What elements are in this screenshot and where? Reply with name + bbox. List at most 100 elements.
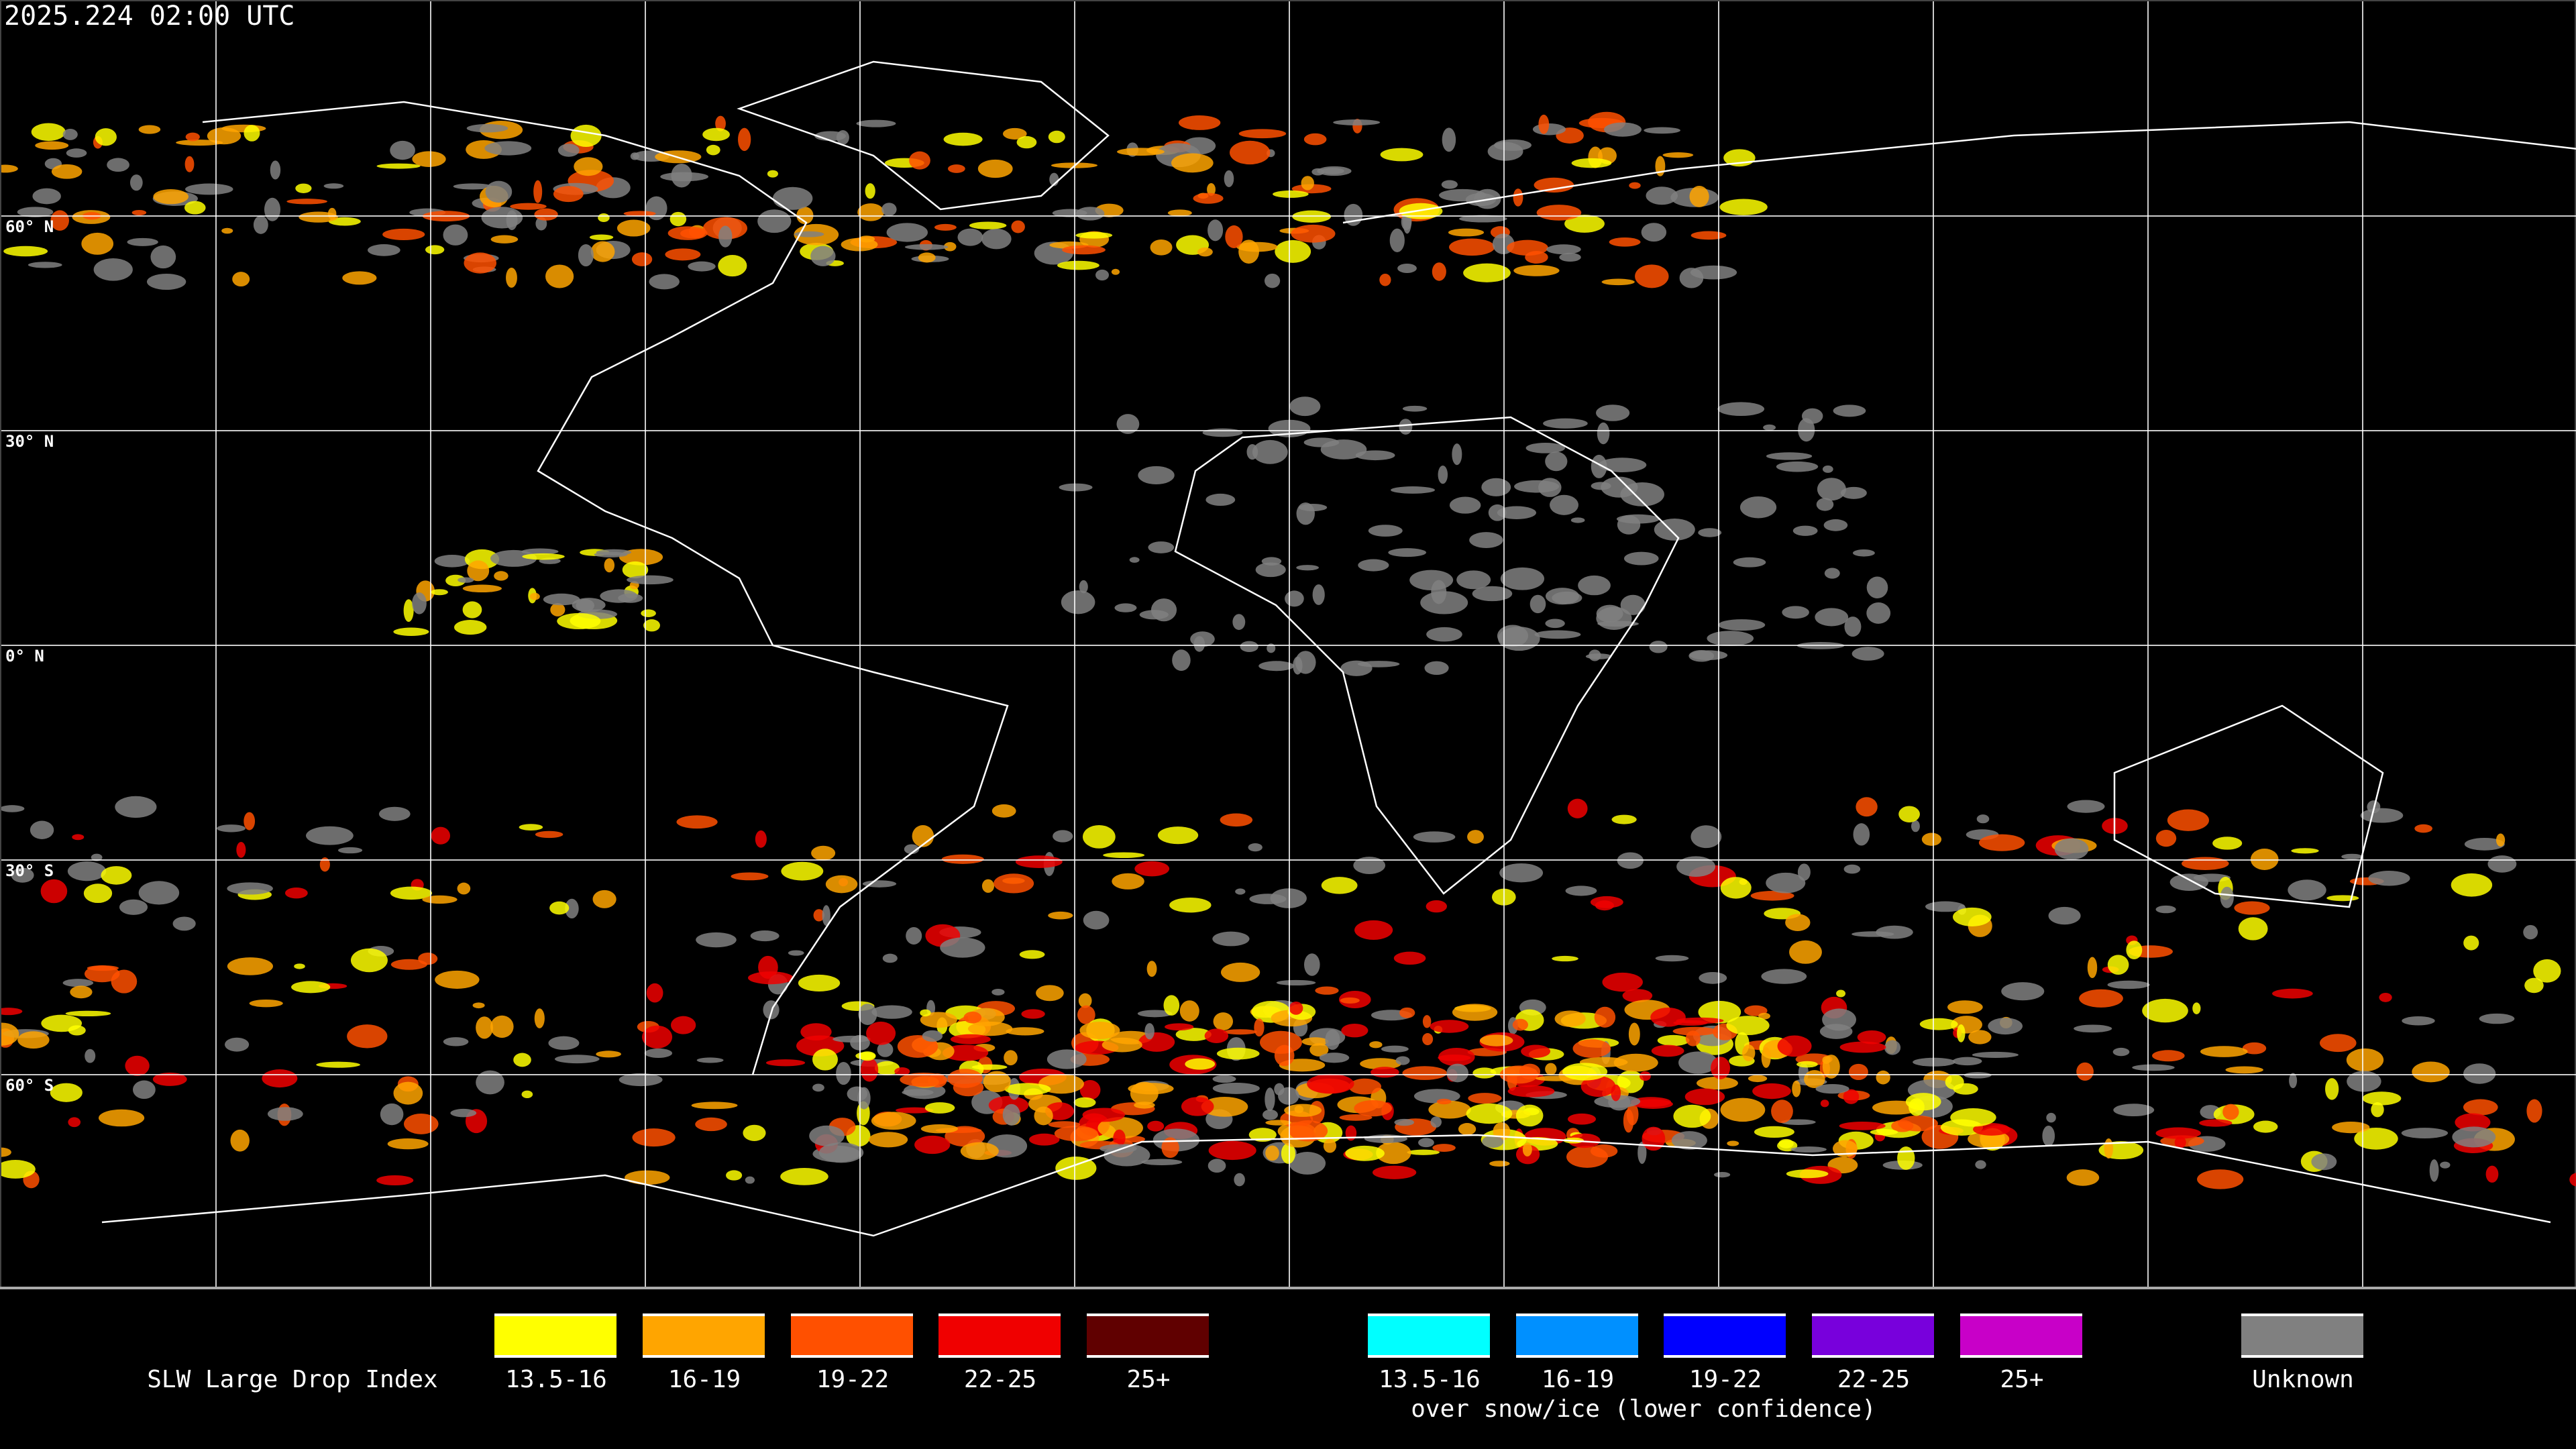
cloud-patch xyxy=(1613,1053,1658,1072)
cloud-patch xyxy=(1620,594,1646,615)
cloud-patch xyxy=(1235,888,1246,895)
cloud-patch xyxy=(696,1057,724,1063)
cloud-patch xyxy=(1623,1109,1634,1133)
cloud-patch xyxy=(871,1112,916,1130)
cloud-patch xyxy=(337,847,363,854)
cloud-patch xyxy=(1853,823,1870,846)
cloud-patch xyxy=(119,899,148,915)
cloud-patch xyxy=(2242,1042,2267,1055)
cloud-patch xyxy=(1,1008,23,1016)
cloud-patch xyxy=(323,183,344,189)
cloud-patch xyxy=(2001,982,2045,1001)
cloud-patch xyxy=(947,164,965,173)
legend-snow-3-label: 22-25 xyxy=(1837,1366,1911,1393)
cloud-patch xyxy=(382,228,425,241)
cloud-patch xyxy=(494,571,508,581)
cloud-patch xyxy=(1840,486,1867,499)
cloud-patch xyxy=(1750,891,1794,901)
cloud-patch xyxy=(519,824,543,830)
cloud-patch xyxy=(856,119,896,127)
cloud-patch xyxy=(1598,458,1647,472)
cloud-patch xyxy=(918,252,936,263)
cloud-patch xyxy=(1432,1144,1456,1152)
cloud-patch xyxy=(458,577,474,583)
cloud-patch xyxy=(543,593,580,606)
cloud-patch xyxy=(2414,824,2432,833)
cloud-patch xyxy=(788,950,804,956)
cloud-patch xyxy=(1672,1026,1718,1036)
cloud-patch xyxy=(2379,992,2392,1002)
cloud-patch xyxy=(65,1010,111,1017)
cloud-patch xyxy=(781,861,824,881)
cloud-patch xyxy=(1921,833,1942,846)
cloud-patch xyxy=(342,271,377,285)
cloud-patch xyxy=(1552,955,1578,962)
cloud-patch xyxy=(670,1016,696,1034)
cloud-patch xyxy=(2155,905,2176,914)
legend-snow-0-swatch xyxy=(1368,1313,1490,1358)
cloud-patch xyxy=(236,841,246,858)
cloud-patch xyxy=(1368,525,1403,537)
cloud-patch xyxy=(695,1117,727,1132)
cloud-patch xyxy=(1113,1129,1126,1147)
cloud-patch xyxy=(1075,231,1113,239)
cloud-patch xyxy=(1839,1121,1886,1130)
cloud-patch xyxy=(2429,1159,2439,1182)
cloud-patch xyxy=(40,879,68,904)
coastline xyxy=(101,1134,2551,1237)
cloud-patch xyxy=(1819,1024,1853,1039)
cloud-patch xyxy=(286,199,327,205)
cloud-patch xyxy=(2182,857,2229,871)
cloud-patch xyxy=(1833,405,1866,417)
legend-snow-0-label: 13.5-16 xyxy=(1379,1366,1481,1393)
cloud-patch xyxy=(2234,901,2270,915)
cloud-patch xyxy=(431,826,451,845)
cloud-patch xyxy=(1630,1097,1672,1108)
cloud-patch xyxy=(886,223,928,242)
cloud-patch xyxy=(825,875,858,894)
cloud-patch xyxy=(1055,1157,1097,1180)
cloud-patch xyxy=(1354,1099,1392,1117)
cloud-patch xyxy=(1452,1004,1498,1021)
cloud-patch xyxy=(533,180,543,203)
legend-unknown-label: Unknown xyxy=(2252,1366,2354,1393)
cloud-patch xyxy=(1442,127,1456,152)
cloud-patch xyxy=(1843,864,1861,874)
cloud-patch xyxy=(1432,262,1446,281)
cloud-patch xyxy=(1843,1089,1860,1104)
cloud-patch xyxy=(2113,1104,2155,1117)
cloud-patch xyxy=(522,553,565,560)
cloud-patch xyxy=(1545,1063,1557,1075)
cloud-patch xyxy=(858,235,875,243)
cloud-patch xyxy=(745,1176,755,1184)
cloud-patch xyxy=(570,124,602,148)
cloud-patch xyxy=(1449,496,1481,514)
cloud-patch xyxy=(1628,1022,1640,1046)
cloud-patch xyxy=(68,1117,81,1128)
cloud-patch xyxy=(644,1048,673,1058)
cloud-patch xyxy=(1499,863,1544,883)
cloud-patch xyxy=(1604,122,1642,137)
cloud-patch xyxy=(550,603,566,616)
cloud-patch xyxy=(1274,1044,1295,1067)
cloud-patch xyxy=(1205,493,1236,506)
cloud-patch xyxy=(490,549,537,567)
cloud-patch xyxy=(1249,894,1287,904)
cloud-patch xyxy=(217,824,246,833)
cloud-patch xyxy=(1289,1120,1328,1142)
cloud-patch xyxy=(510,203,547,210)
cloud-patch xyxy=(1570,517,1585,523)
cloud-patch xyxy=(1521,1044,1551,1059)
cloud-patch xyxy=(578,244,594,267)
cloud-patch xyxy=(1369,1041,1383,1049)
legend-main-1-swatch xyxy=(643,1313,765,1358)
cloud-patch xyxy=(2371,1102,2384,1118)
cloud-patch xyxy=(83,883,113,904)
cloud-patch xyxy=(1399,203,1443,219)
cloud-patch xyxy=(877,1042,894,1057)
cloud-patch xyxy=(2346,1048,2384,1072)
cloud-patch xyxy=(2452,1126,2496,1148)
cloud-patch xyxy=(1224,170,1234,187)
cloud-patch xyxy=(1059,483,1093,492)
cloud-patch xyxy=(1596,405,1630,421)
